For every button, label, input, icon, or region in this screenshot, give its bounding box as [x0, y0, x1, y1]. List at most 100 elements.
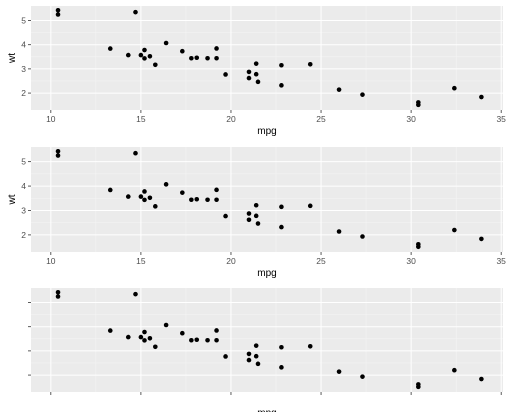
- data-point: [194, 196, 200, 202]
- data-point: [452, 367, 457, 373]
- data-point: [125, 52, 131, 58]
- data-point: [55, 7, 61, 13]
- data-point: [180, 48, 185, 54]
- data-point: [189, 197, 194, 203]
- data-point: [253, 71, 259, 77]
- data-point: [55, 289, 61, 295]
- data-point: [452, 227, 457, 233]
- data-point: [147, 195, 153, 201]
- y-tick-label: 3: [21, 64, 26, 74]
- data-point: [279, 62, 284, 68]
- data-point: [133, 150, 138, 156]
- data-point: [279, 224, 284, 230]
- y-tick-label: 3: [21, 205, 26, 215]
- data-point: [279, 204, 284, 210]
- data-point: [107, 187, 113, 193]
- data-point: [214, 46, 219, 51]
- x-tick-label: 25: [316, 114, 326, 124]
- data-point: [153, 344, 158, 350]
- data-point: [163, 322, 169, 328]
- x-tick-label: 30: [406, 256, 416, 266]
- data-point: [253, 213, 259, 219]
- data-point: [142, 47, 147, 53]
- y-tick-label: 5: [21, 16, 26, 26]
- data-point: [416, 384, 421, 390]
- data-point: [55, 12, 61, 17]
- data-point: [279, 344, 284, 350]
- data-point: [214, 197, 219, 203]
- data-point: [479, 376, 484, 382]
- x-tick-label: 15: [136, 256, 146, 266]
- data-point: [125, 194, 131, 199]
- data-point: [180, 330, 185, 336]
- data-point: [479, 94, 484, 100]
- data-point: [142, 329, 147, 335]
- panel-background: [31, 288, 503, 392]
- data-point: [142, 338, 147, 343]
- data-point: [279, 365, 284, 370]
- data-point: [214, 187, 219, 193]
- data-point: [223, 213, 228, 219]
- data-point: [147, 336, 153, 341]
- data-point: [194, 55, 200, 61]
- data-point: [253, 61, 259, 66]
- x-tick-label: 35: [496, 256, 506, 266]
- y-axis-title: wt: [7, 194, 18, 205]
- data-point: [138, 194, 144, 199]
- data-point: [253, 202, 259, 208]
- x-tick-label: 10: [46, 114, 56, 124]
- data-point: [189, 55, 194, 61]
- data-point: [142, 56, 147, 61]
- y-tick-label: 4: [21, 181, 26, 191]
- data-point: [336, 229, 342, 234]
- data-point: [153, 204, 158, 209]
- data-point: [255, 79, 261, 85]
- data-point: [205, 197, 210, 203]
- data-point: [189, 337, 194, 343]
- data-point: [55, 153, 61, 158]
- data-point: [246, 75, 252, 81]
- data-point: [138, 334, 144, 340]
- data-point: [214, 328, 219, 333]
- x-tick-label: 10: [46, 256, 56, 266]
- data-point: [360, 374, 365, 379]
- data-point: [55, 148, 61, 154]
- x-tick-label: 20: [226, 256, 236, 266]
- data-point: [246, 351, 252, 357]
- data-point: [194, 337, 200, 343]
- data-point: [336, 87, 342, 92]
- data-point: [360, 92, 365, 97]
- data-point: [138, 52, 144, 58]
- data-point: [125, 334, 131, 340]
- x-tick-label: 35: [496, 114, 506, 124]
- data-point: [253, 343, 259, 348]
- data-point: [147, 54, 153, 59]
- data-point: [255, 361, 261, 367]
- panel-background: [31, 6, 503, 110]
- panel-background: [31, 147, 503, 252]
- x-tick-label: 20: [226, 114, 236, 124]
- data-point: [307, 203, 313, 209]
- y-tick-label: 4: [21, 40, 26, 50]
- data-point: [205, 55, 210, 61]
- chart-panel-2: 10 15 20 25 30 35 2 3 4 5 mpg wt: [7, 147, 506, 279]
- data-point: [133, 291, 138, 297]
- data-point: [107, 328, 113, 333]
- x-axis-title: mpg: [257, 126, 276, 137]
- x-tick-label: 15: [136, 114, 146, 124]
- data-point: [55, 294, 61, 299]
- y-tick-label: 2: [21, 88, 26, 98]
- x-tick-label: 30: [406, 114, 416, 124]
- data-point: [360, 234, 365, 239]
- chart-panel-1: 10 15 20 25 30 35 2 3 4 5 mpg wt: [7, 6, 506, 137]
- data-point: [336, 369, 342, 374]
- data-point: [214, 55, 219, 61]
- data-point: [307, 343, 313, 349]
- data-point: [223, 354, 228, 359]
- data-point: [142, 189, 147, 194]
- data-point: [142, 197, 147, 203]
- x-axis-title: mpg: [257, 268, 276, 279]
- data-point: [479, 236, 484, 242]
- data-point: [452, 85, 457, 91]
